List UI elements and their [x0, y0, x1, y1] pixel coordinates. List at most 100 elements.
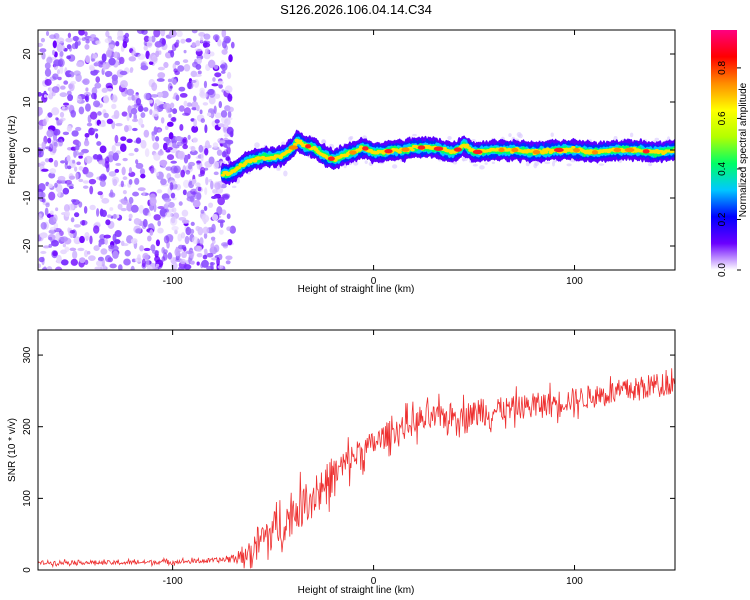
- noise-speckle: [73, 236, 82, 245]
- noise-speckle: [191, 42, 196, 48]
- noise-speckle: [91, 128, 99, 132]
- noise-speckle: [89, 204, 96, 211]
- noise-speckle: [161, 246, 166, 254]
- noise-speckle: [182, 179, 190, 189]
- noise-speckle: [75, 172, 79, 180]
- noise-speckle: [81, 219, 86, 226]
- x-tick-label: -100: [163, 576, 183, 587]
- noise-speckle: [45, 202, 50, 208]
- noise-speckle: [62, 187, 70, 195]
- noise-speckle: [202, 226, 210, 235]
- noise-speckle: [221, 150, 227, 158]
- noise-speckle: [102, 175, 107, 181]
- noise-speckle: [143, 35, 150, 42]
- noise-speckle: [82, 185, 89, 189]
- noise-speckle: [38, 107, 43, 116]
- noise-speckle: [65, 37, 73, 43]
- noise-speckle: [59, 85, 66, 90]
- noise-speckle: [210, 262, 214, 270]
- noise-speckle: [183, 100, 188, 107]
- noise-speckle: [56, 69, 61, 75]
- ridge-hotspot: [573, 148, 580, 153]
- ridge-hotspot: [553, 147, 564, 153]
- noise-speckle: [70, 217, 75, 223]
- noise-speckle: [127, 96, 132, 101]
- noise-speckle: [184, 235, 190, 245]
- noise-speckle: [108, 244, 115, 250]
- noise-speckle: [145, 258, 150, 268]
- noise-speckle: [185, 226, 192, 236]
- y-tick-label: 0: [22, 147, 33, 153]
- noise-speckle: [165, 125, 169, 131]
- noise-speckle: [163, 61, 169, 69]
- noise-speckle: [67, 94, 74, 102]
- noise-speckle: [175, 39, 180, 45]
- noise-speckle: [48, 236, 53, 241]
- spectrogram-y-label: Frequency (Hz): [7, 116, 18, 185]
- noise-speckle: [112, 250, 119, 259]
- noise-speckle: [143, 247, 151, 252]
- noise-speckle: [479, 165, 485, 170]
- noise-speckle: [44, 78, 52, 86]
- noise-speckle: [178, 201, 183, 206]
- noise-speckle: [49, 226, 57, 231]
- noise-speckle: [157, 128, 162, 133]
- noise-speckle: [69, 175, 76, 180]
- noise-speckle: [66, 104, 75, 111]
- noise-speckle: [169, 102, 175, 109]
- noise-speckle: [129, 69, 133, 73]
- noise-speckle: [73, 149, 77, 158]
- x-tick-label: 0: [371, 576, 377, 587]
- noise-speckle: [72, 250, 78, 260]
- noise-speckle: [211, 195, 218, 200]
- noise-speckle: [81, 148, 89, 154]
- noise-speckle: [209, 51, 215, 57]
- noise-speckle: [177, 65, 185, 72]
- colorbar-tick-label: 0.6: [717, 111, 728, 125]
- noise-speckle: [149, 165, 155, 174]
- noise-speckle: [128, 56, 137, 62]
- noise-speckle: [174, 173, 181, 179]
- noise-speckle: [135, 162, 144, 170]
- noise-speckle: [227, 93, 233, 102]
- noise-speckle: [148, 36, 153, 42]
- noise-speckle: [151, 132, 155, 142]
- noise-speckle: [116, 35, 125, 41]
- noise-speckle: [121, 166, 126, 176]
- noise-speckle: [181, 244, 187, 250]
- ridge-band: [543, 150, 549, 154]
- noise-speckle: [70, 109, 76, 118]
- noise-speckle: [155, 172, 160, 177]
- noise-speckle: [185, 169, 191, 175]
- noise-speckle: [208, 96, 216, 105]
- noise-speckle: [102, 62, 106, 72]
- noise-speckle: [126, 138, 133, 143]
- noise-speckle: [218, 160, 226, 164]
- y-tick-label: 10: [22, 96, 33, 108]
- noise-speckle: [187, 134, 191, 140]
- noise-speckle: [44, 68, 52, 77]
- noise-speckle: [172, 142, 177, 148]
- noise-speckle: [45, 30, 50, 37]
- noise-speckle: [192, 199, 201, 208]
- noise-speckle: [196, 261, 200, 266]
- noise-speckle: [38, 125, 44, 130]
- noise-speckle: [148, 53, 157, 62]
- noise-speckle: [46, 129, 54, 138]
- noise-speckle: [629, 132, 634, 138]
- noise-speckle: [196, 253, 203, 258]
- noise-speckle: [95, 133, 99, 139]
- noise-speckle: [167, 82, 173, 92]
- noise-speckle: [40, 161, 46, 166]
- ridge-band: [465, 143, 470, 147]
- ridge-band: [410, 148, 415, 152]
- noise-speckle: [348, 136, 353, 142]
- noise-speckle: [213, 105, 217, 114]
- noise-speckle: [109, 207, 114, 211]
- noise-speckle: [220, 110, 228, 118]
- noise-speckle: [124, 249, 131, 257]
- noise-speckle: [191, 236, 199, 245]
- noise-speckle: [186, 81, 194, 90]
- noise-speckle: [43, 94, 48, 98]
